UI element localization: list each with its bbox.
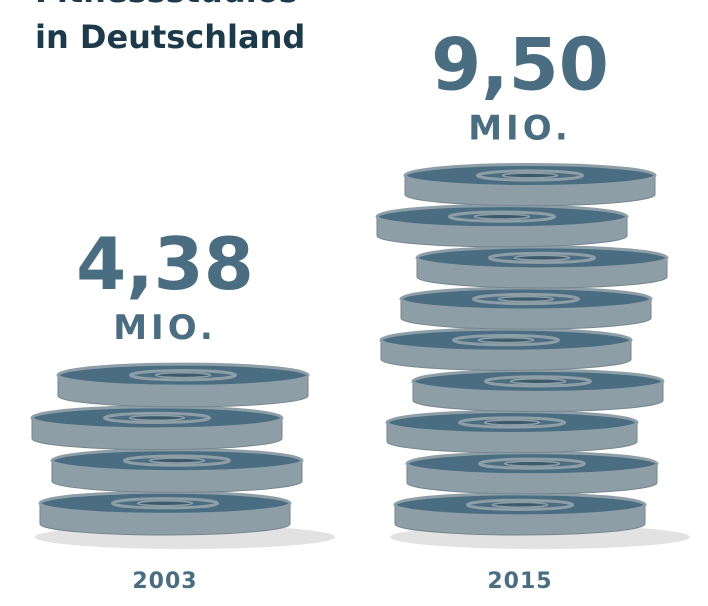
plate-hole: [483, 419, 541, 426]
plate-hole: [503, 460, 561, 467]
title-line: in Deutschland: [35, 18, 305, 56]
plate-hole: [501, 172, 559, 179]
title-line: Fitnessstudios: [35, 0, 298, 10]
category-label: 2015: [487, 569, 552, 594]
plate-ring: [476, 169, 584, 182]
plate-hole: [154, 372, 212, 379]
plate-hole: [491, 501, 549, 509]
plate-ring: [123, 454, 231, 467]
plate-hole: [128, 414, 186, 422]
category-label: 2003: [132, 569, 197, 594]
plate-hole: [497, 295, 555, 303]
plate-ring: [472, 292, 580, 306]
value-label: 9,50: [431, 23, 609, 107]
plate-hole: [473, 213, 531, 220]
plate-ring: [129, 369, 237, 382]
unit-label: MIO.: [113, 308, 217, 348]
plate-hole: [148, 457, 206, 464]
value-label: 4,38: [76, 222, 254, 306]
plate-hole: [509, 378, 567, 385]
plate-ring: [488, 251, 596, 264]
unit-label: MIO.: [468, 109, 572, 149]
plate-ring: [448, 210, 556, 223]
plate-ring: [478, 457, 586, 470]
plate-hole: [136, 500, 194, 507]
plate-hole: [513, 254, 571, 262]
plate-ring: [111, 497, 219, 510]
plate-ring: [452, 334, 560, 347]
plate-hole: [477, 336, 535, 344]
plate-stack: [30, 362, 310, 536]
plate-ring: [466, 498, 574, 511]
plate-ring: [103, 411, 211, 425]
plate-ring: [484, 375, 592, 388]
plate-stack: [375, 163, 669, 536]
plate-ring: [458, 416, 566, 429]
